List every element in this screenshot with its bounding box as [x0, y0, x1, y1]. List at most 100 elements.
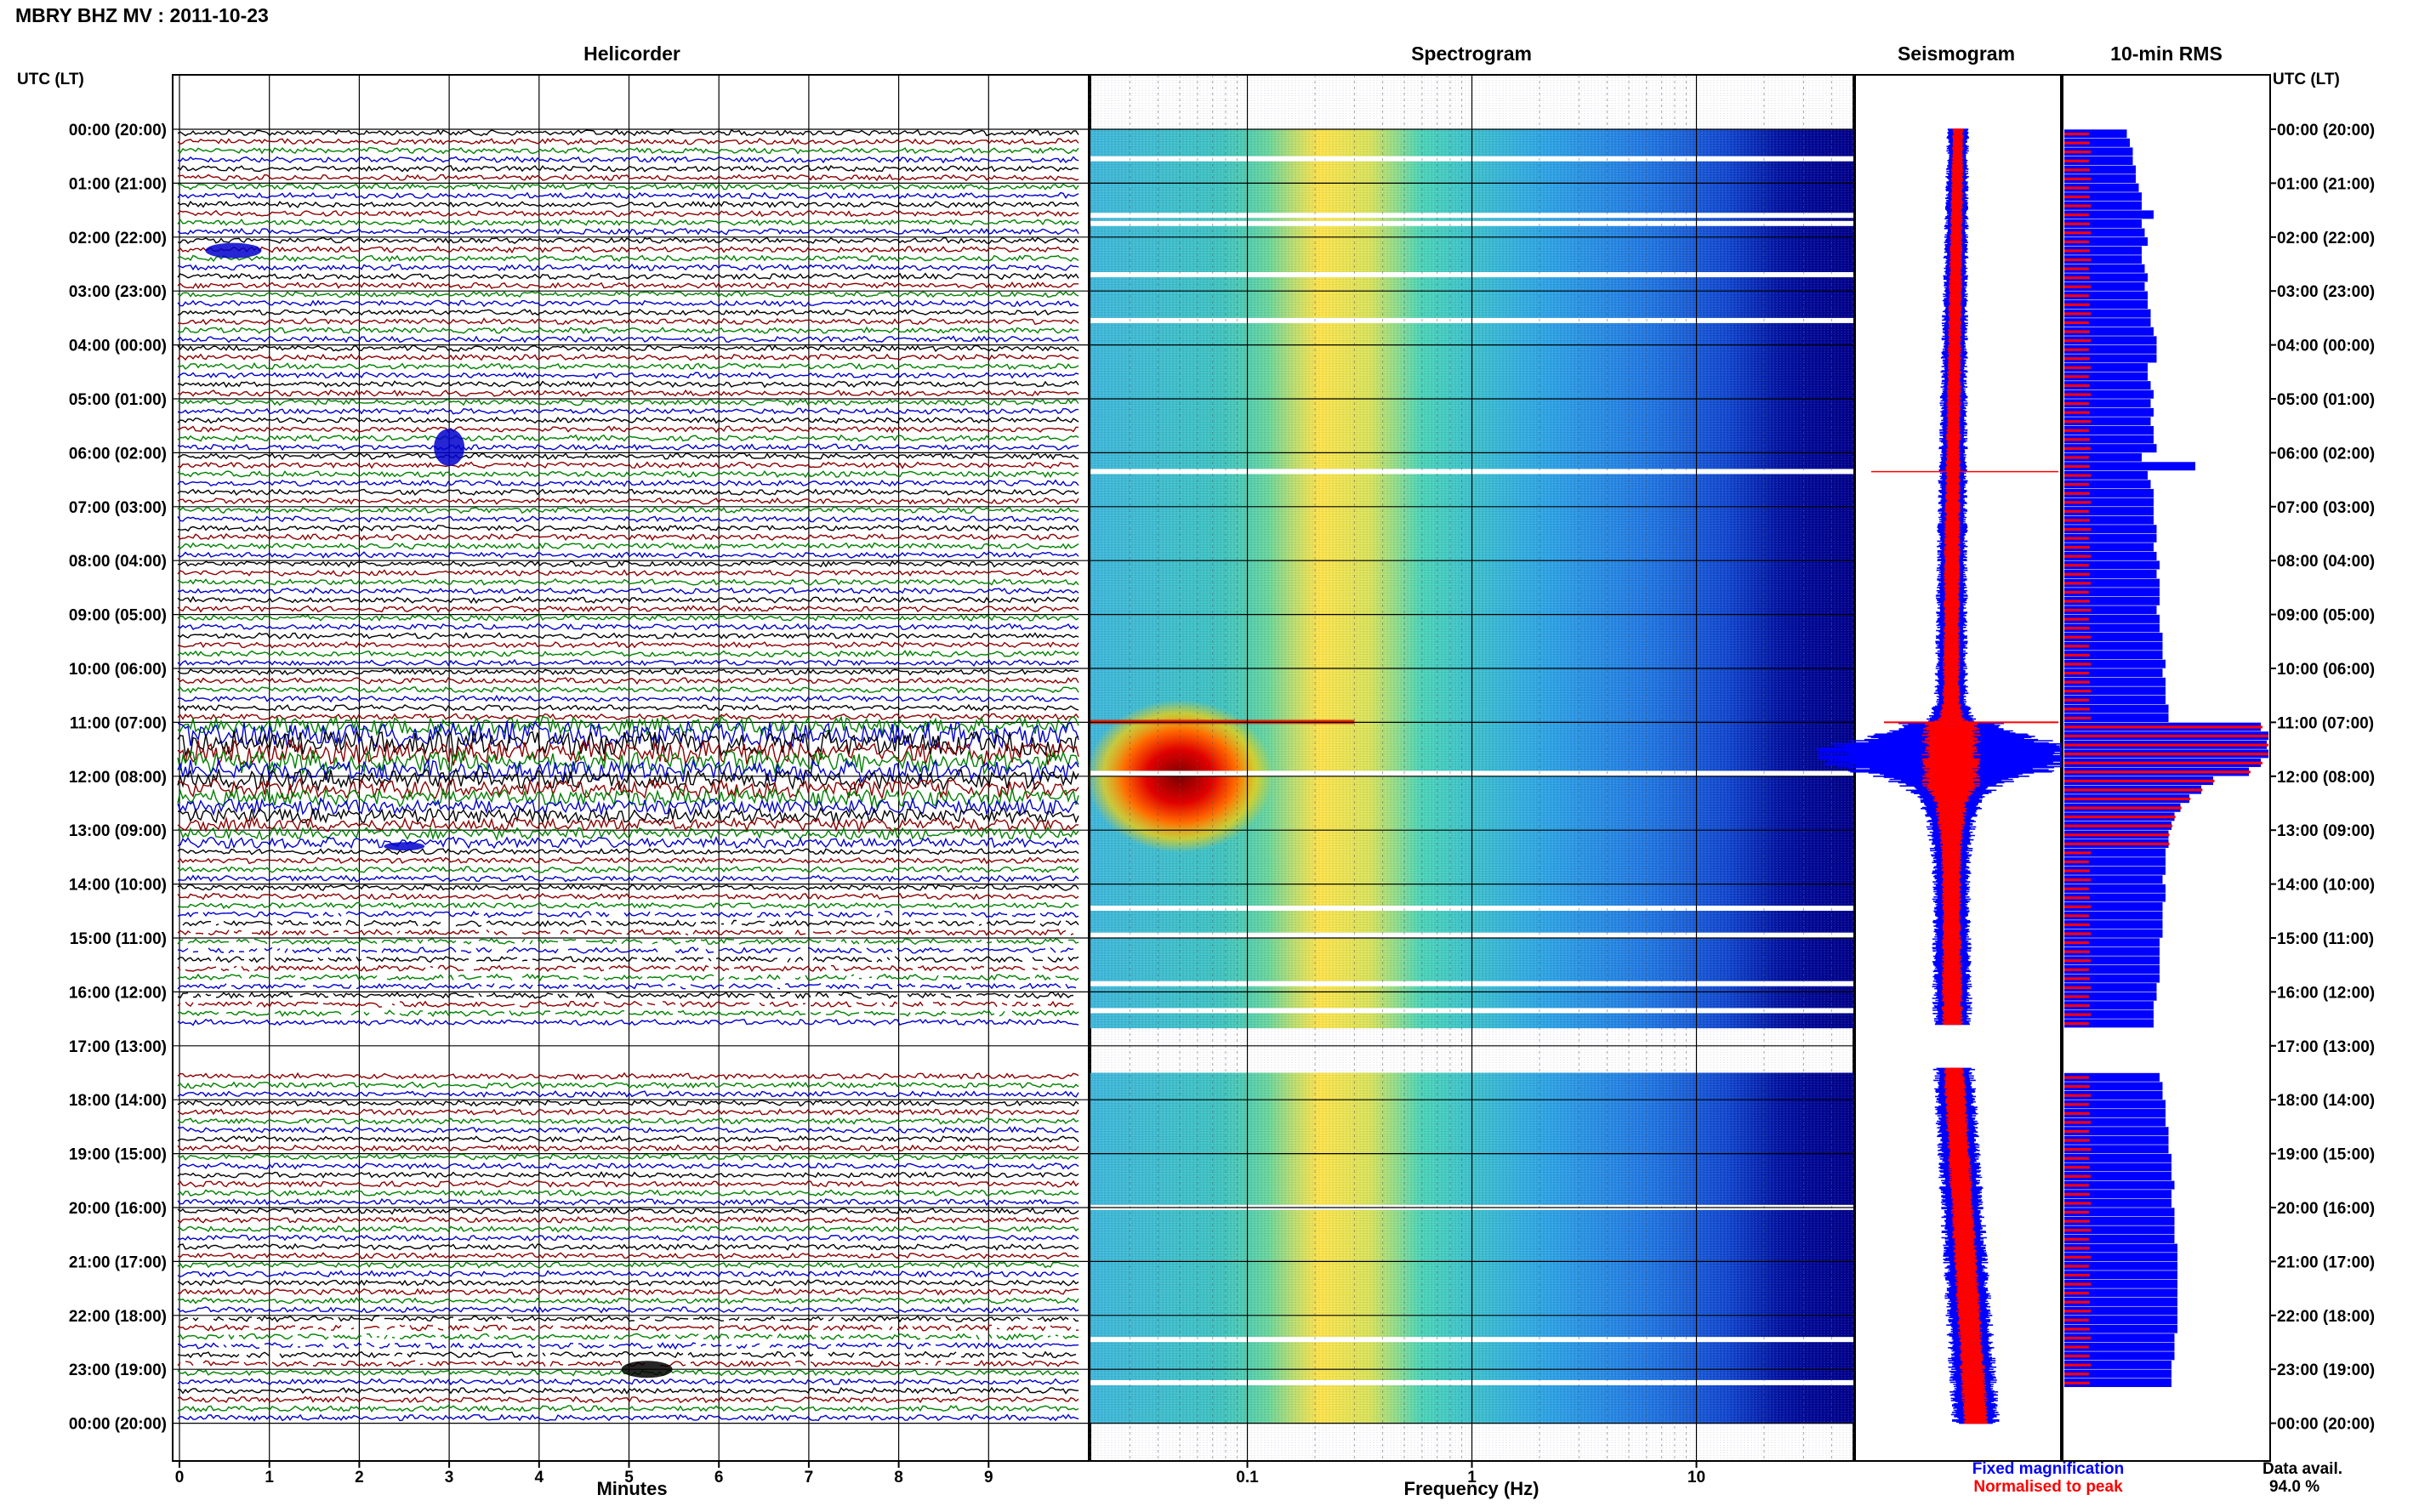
rms-bar-normalised	[2064, 564, 2089, 567]
rms-bar-fixed	[2064, 668, 2163, 678]
helicorder-trace	[177, 595, 1079, 605]
rms-bar-normalised	[2064, 1174, 2092, 1178]
rms-bar-fixed	[2064, 651, 2163, 660]
helicorder-trace	[177, 209, 1079, 218]
helicorder-trace	[177, 955, 1079, 963]
helicorder-trace	[177, 964, 1079, 973]
helicorder-trace	[177, 1189, 1079, 1197]
rms-bar-normalised	[2064, 1345, 2089, 1349]
rms-bar-fixed	[2064, 965, 2160, 974]
helicorder-trace	[177, 245, 1079, 254]
helicorder-trace	[177, 1234, 1079, 1242]
rms-bar-normalised	[2064, 474, 2092, 477]
helicorder-trace	[177, 263, 1079, 271]
rms-bar-fixed	[2064, 1009, 2154, 1019]
rms-bar-fixed	[2064, 507, 2154, 516]
rms-bar-normalised	[2064, 1237, 2089, 1241]
helicorder-trace	[177, 200, 1079, 208]
rms-bar-normalised	[2064, 483, 2089, 486]
left-hour-ticks: 00:00 (20:00) 01:00 (21:00) 02:00 (22:00) 0…	[69, 122, 167, 1434]
seismogram-panel	[1815, 74, 2087, 1462]
helicorder-trace	[177, 1386, 1079, 1395]
helicorder-trace	[177, 777, 1079, 800]
helicorder-trace	[177, 254, 1079, 263]
hour-label-right: 14:00 (10:00)	[2277, 877, 2375, 895]
helicorder-trace	[177, 317, 1079, 326]
rms-bar-fixed	[2064, 1100, 2166, 1109]
helicorder-trace	[177, 982, 1077, 991]
helicorder-trace	[177, 506, 1079, 514]
rms-bar-normalised	[2064, 941, 2089, 945]
helicorder-trace	[177, 1287, 1079, 1296]
rms-bar-fixed	[2064, 983, 2157, 992]
rms-bar-normalised	[2064, 411, 2090, 414]
helicorder-trace	[177, 874, 1079, 883]
rms-bar-fixed	[2064, 452, 2142, 462]
rms-bar-fixed	[2064, 480, 2151, 489]
rms-bar-fixed	[2064, 929, 2163, 938]
rms-bar-fixed	[2064, 327, 2154, 336]
rms-bar-normalised	[2064, 222, 2090, 225]
rms-bar-normalised	[2064, 1103, 2089, 1106]
rms-bar-normalised	[2064, 285, 2092, 288]
rms-bar-normalised	[2064, 860, 2089, 864]
minute-tick-label: 7	[805, 1469, 814, 1486]
helicorder-trace	[177, 326, 1079, 335]
helicorder-trace	[177, 910, 1079, 918]
helicorder-trace	[177, 694, 1079, 703]
seismogram-title: Seismogram	[1898, 43, 2015, 65]
rms-bar-fixed	[2064, 1135, 2169, 1145]
rms-bar-normalised	[2064, 429, 2089, 432]
helicorder-trace	[177, 425, 1079, 434]
helicorder-trace	[177, 806, 1079, 825]
rms-bar-fixed	[2064, 183, 2139, 192]
rms-bar-fixed	[2064, 713, 2169, 723]
rms-bar-normalised	[2064, 1381, 2090, 1384]
rms-bar-normalised	[2064, 258, 2092, 262]
helicorder-trace	[177, 892, 1079, 901]
hour-label-right: 20:00 (16:00)	[2277, 1200, 2375, 1218]
rms-bar-normalised	[2064, 240, 2089, 243]
helicorder-trace	[177, 398, 1079, 406]
rms-bar-fixed	[2064, 677, 2166, 686]
rms-bar-normalised	[2064, 1229, 2092, 1232]
rms-bar-fixed	[2064, 174, 2136, 184]
rms-bar-fixed	[2064, 228, 2145, 237]
helicorder-trace	[177, 515, 1079, 523]
helicorder-trace	[177, 677, 1079, 685]
helicorder-trace	[177, 1134, 1079, 1143]
rms-bar-normalised	[2064, 779, 2215, 782]
rms-bar-fixed	[2064, 417, 2151, 426]
hour-label-left: 15:00 (11:00)	[70, 930, 167, 948]
rms-bar-normalised	[2064, 627, 2090, 630]
rms-bar-normalised	[2064, 716, 2092, 720]
rms-bar-fixed	[2064, 470, 2148, 480]
rms-bar-fixed	[2064, 291, 2148, 300]
rms-bar-normalised	[2064, 1166, 2090, 1169]
minute-tick-label: 9	[984, 1469, 993, 1486]
rms-bar-normalised	[2064, 743, 2268, 747]
rms-bar-fixed	[2064, 1208, 2175, 1217]
rms-bar-normalised	[2064, 932, 2092, 935]
helicorder-trace	[177, 156, 1079, 164]
rms-bar-normalised	[2064, 366, 2092, 369]
rms-bar-normalised	[2064, 609, 2092, 612]
frequency-tick-label: 10	[1688, 1469, 1705, 1486]
rms-bar-fixed	[2064, 605, 2157, 615]
helicorder-trace	[177, 866, 1079, 873]
rms-bar-fixed	[2064, 192, 2142, 202]
helicorder-trace	[177, 1162, 1079, 1170]
hour-label-right: 19:00 (15:00)	[2277, 1146, 2375, 1164]
helicorder-trace	[177, 532, 1079, 542]
helicorder-trace	[177, 835, 1079, 850]
rms-bar-fixed	[2064, 1235, 2175, 1243]
rms-panel	[2062, 74, 2271, 1462]
rms-bar-fixed	[2064, 696, 2166, 704]
rms-bar-normalised	[2064, 267, 2089, 270]
rms-bar-fixed	[2064, 497, 2154, 507]
helicorder-trace	[177, 622, 1079, 631]
rms-bar-fixed	[2064, 1243, 2177, 1253]
rms-bar-normalised	[2064, 590, 2089, 594]
rms-bar-fixed	[2064, 875, 2163, 884]
rms-bar-fixed	[2064, 336, 2157, 345]
